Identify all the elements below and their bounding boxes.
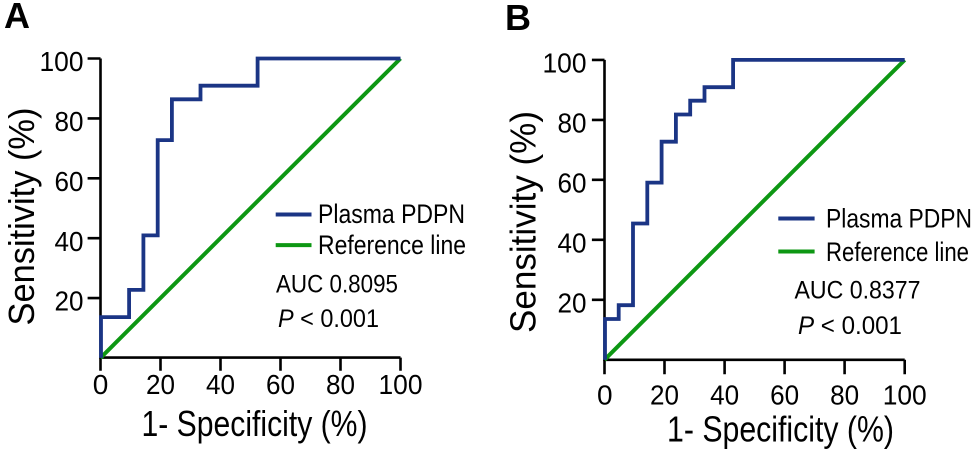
svg-text:40: 40 bbox=[206, 369, 235, 400]
svg-text:80: 80 bbox=[55, 106, 84, 137]
svg-text:60: 60 bbox=[55, 166, 84, 197]
svg-text:100: 100 bbox=[543, 48, 587, 79]
svg-text:P < 0.001: P < 0.001 bbox=[798, 312, 902, 340]
svg-text:Reference line: Reference line bbox=[826, 237, 969, 267]
svg-text:100: 100 bbox=[40, 46, 84, 77]
svg-text:Sensitivity (%): Sensitivity (%) bbox=[1, 108, 42, 326]
svg-text:20: 20 bbox=[55, 286, 84, 317]
svg-text:60: 60 bbox=[770, 380, 799, 411]
svg-text:100: 100 bbox=[379, 369, 423, 400]
svg-text:60: 60 bbox=[558, 167, 587, 198]
svg-text:1- Specificity (%): 1- Specificity (%) bbox=[667, 409, 894, 450]
svg-text:20: 20 bbox=[558, 287, 587, 318]
svg-text:40: 40 bbox=[558, 227, 587, 258]
svg-text:40: 40 bbox=[55, 226, 84, 257]
svg-text:0: 0 bbox=[93, 369, 109, 400]
svg-text:100: 100 bbox=[883, 380, 927, 411]
svg-text:40: 40 bbox=[710, 380, 739, 411]
svg-text:Reference line: Reference line bbox=[318, 230, 466, 260]
svg-text:Plasma PDPN: Plasma PDPN bbox=[826, 203, 972, 233]
svg-text:60: 60 bbox=[266, 369, 295, 400]
svg-text:A: A bbox=[4, 0, 30, 36]
svg-text:1- Specificity (%): 1- Specificity (%) bbox=[142, 403, 368, 444]
svg-text:80: 80 bbox=[326, 369, 355, 400]
svg-text:P < 0.001: P < 0.001 bbox=[278, 305, 379, 333]
svg-text:20: 20 bbox=[650, 380, 679, 411]
svg-text:AUC 0.8095: AUC 0.8095 bbox=[276, 270, 398, 298]
svg-text:AUC 0.8377: AUC 0.8377 bbox=[795, 277, 921, 305]
svg-text:Plasma PDPN: Plasma PDPN bbox=[318, 199, 465, 229]
svg-text:0: 0 bbox=[597, 380, 613, 411]
svg-text:B: B bbox=[505, 0, 531, 38]
svg-text:80: 80 bbox=[558, 107, 587, 138]
svg-text:80: 80 bbox=[830, 380, 859, 411]
svg-text:Sensitivity (%): Sensitivity (%) bbox=[502, 111, 543, 333]
svg-text:20: 20 bbox=[146, 369, 175, 400]
